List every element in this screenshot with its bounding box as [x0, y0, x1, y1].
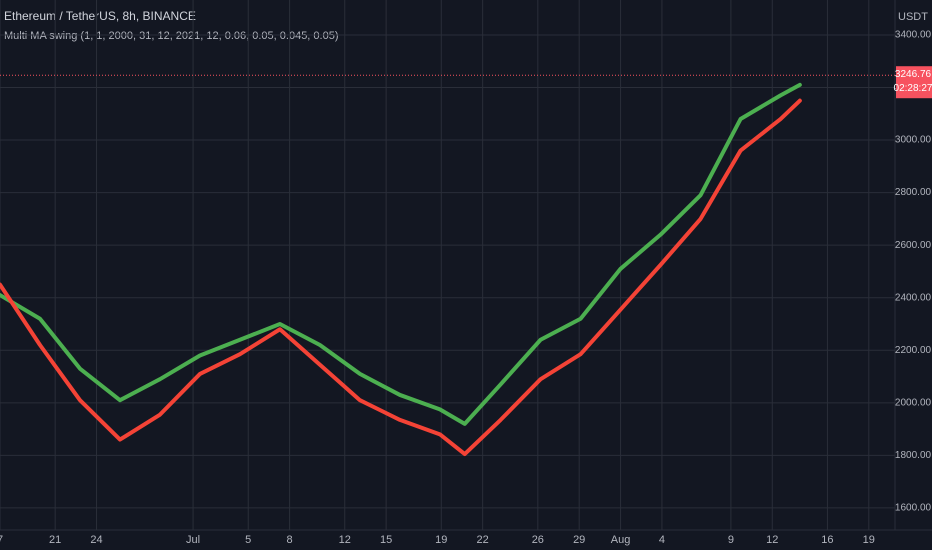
x-tick-label: 29: [573, 534, 585, 546]
x-tick-label: 12: [339, 534, 351, 546]
x-tick-label: 21: [49, 534, 61, 546]
price-tag: [896, 66, 932, 99]
x-tick-label: 16: [821, 534, 833, 546]
chart-title: Ethereum / TetherUS, 8h, BINANCE: [4, 9, 196, 23]
x-tick-label: 12: [766, 534, 778, 546]
x-tick-label: 15: [380, 534, 392, 546]
price-tag-countdown: 02:28:27: [894, 83, 932, 94]
indicator-label: Multi MA swing (1, 1, 2000, 31, 12, 2021…: [4, 30, 339, 42]
ma-line: [0, 98, 802, 457]
x-tick-label: 19: [863, 534, 875, 546]
x-tick-label: 5: [245, 534, 251, 546]
y-tick-label: 1600.00: [895, 503, 932, 514]
y-tick-label: 2600.00: [895, 240, 932, 251]
x-tick-label: 19: [435, 534, 447, 546]
x-tick-label: 22: [477, 534, 489, 546]
y-tick-label: 3400.00: [895, 30, 932, 41]
y-tick-label: 2200.00: [895, 345, 932, 356]
y-tick-label: 2800.00: [895, 187, 932, 198]
y-tick-label: 2400.00: [895, 292, 932, 303]
y-tick-label: 2000.00: [895, 397, 932, 408]
x-tick-label: 4: [659, 534, 665, 546]
x-tick-label: Jul: [186, 534, 200, 546]
x-tick-label: 24: [90, 534, 102, 546]
y-tick-label: 3000.00: [895, 135, 932, 146]
y-tick-label: 1800.00: [895, 450, 932, 461]
ma-line: [0, 82, 802, 426]
currency-label: USDT: [898, 11, 928, 23]
x-tick-label: Aug: [611, 534, 631, 546]
x-tick-label: 8: [287, 534, 293, 546]
x-tick-label: 26: [532, 534, 544, 546]
x-tick-label: 9: [728, 534, 734, 546]
price-tag-value: 3246.76: [895, 69, 932, 80]
x-tick-label: 7: [0, 534, 3, 546]
